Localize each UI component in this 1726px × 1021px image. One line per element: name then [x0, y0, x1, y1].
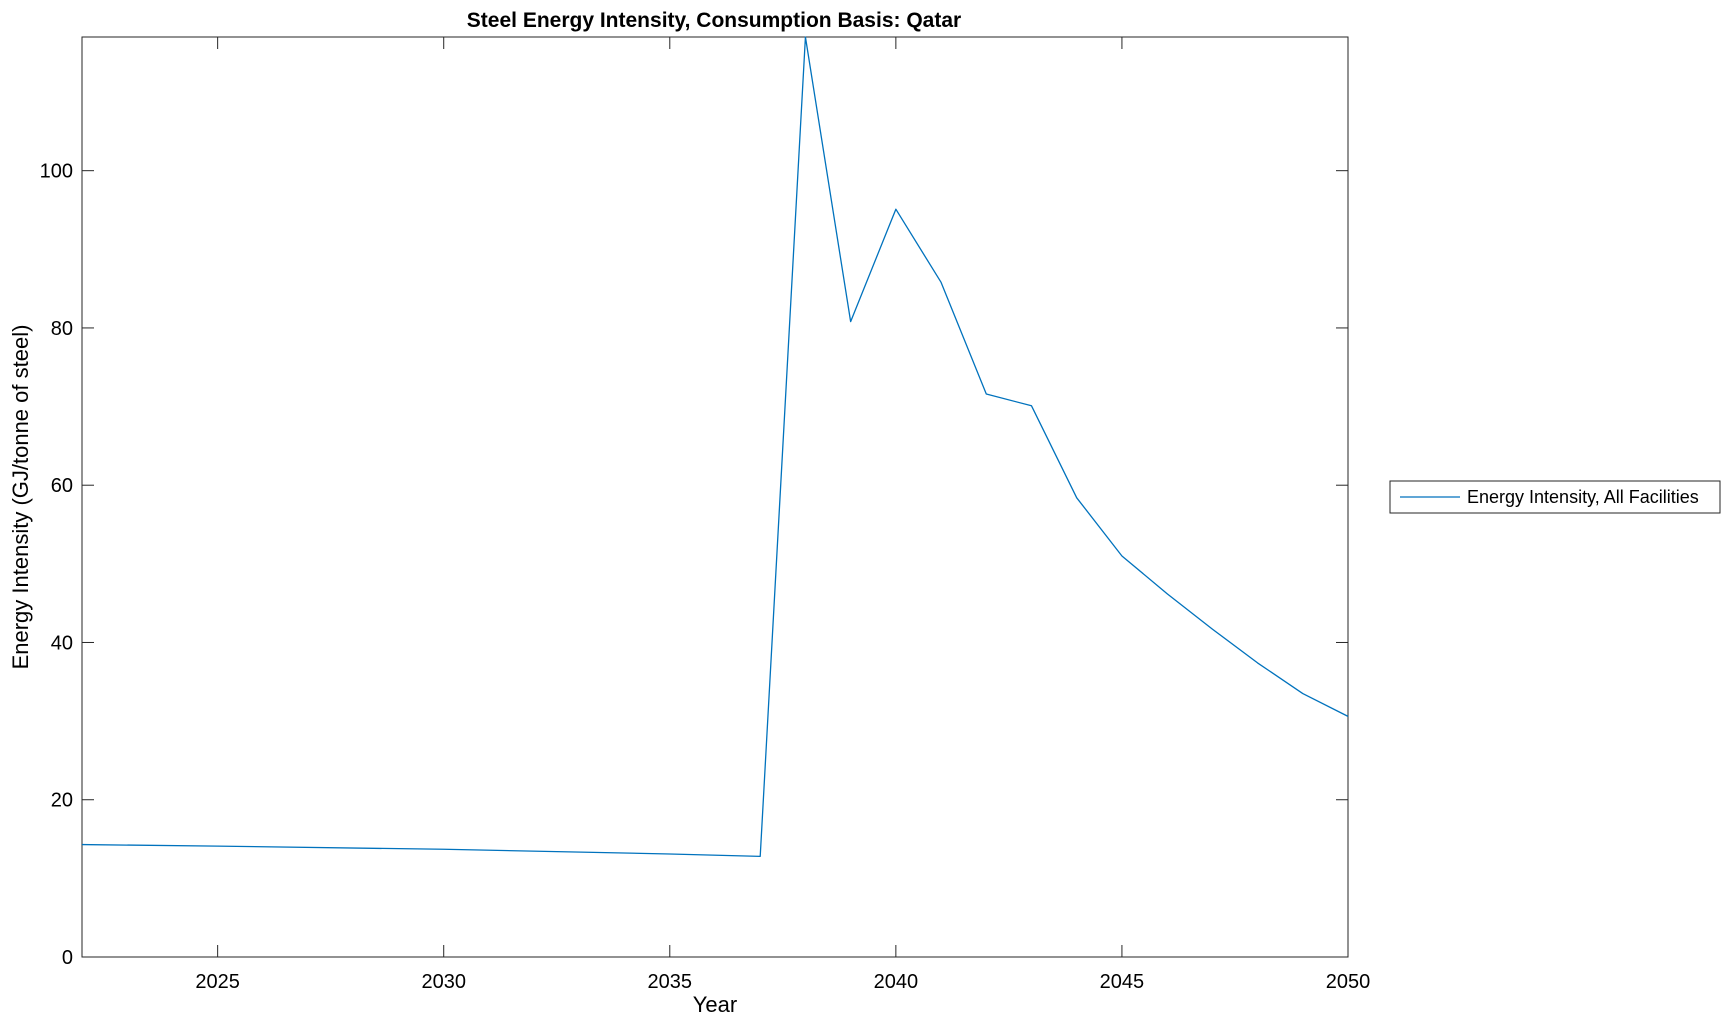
y-tick-label: 100: [40, 161, 73, 183]
series-layer: [81, 36, 1349, 857]
x-axis-label: Year: [693, 992, 737, 1017]
x-tick-label: 2030: [421, 971, 466, 993]
y-tick-label: 0: [62, 947, 73, 969]
x-tick-label: 2040: [874, 971, 919, 993]
y-tick-label: 80: [51, 318, 73, 340]
x-tick-label: 2035: [648, 971, 693, 993]
legend: Energy Intensity, All Facilities: [1389, 480, 1721, 514]
plot-frame: [81, 36, 1349, 958]
y-axis: 0 20 40 60 80 100: [40, 161, 1348, 969]
x-tick-label: 2050: [1326, 971, 1371, 993]
plot-area: [81, 36, 1349, 958]
x-axis: 2025 2030 2035 2040 2045 2050: [195, 37, 1370, 993]
y-tick-label: 40: [51, 632, 73, 654]
x-tick-label: 2045: [1100, 971, 1145, 993]
legend-box: [1389, 480, 1721, 514]
series-line: [81, 36, 1349, 857]
chart-title: Steel Energy Intensity, Consumption Basi…: [467, 9, 961, 32]
x-tick-label: 2025: [195, 971, 240, 993]
y-tick-label: 60: [51, 475, 73, 497]
y-tick-label: 20: [51, 790, 73, 812]
legend-entry: Energy Intensity, All Facilities: [1467, 487, 1699, 507]
y-axis-label: Energy Intensity (GJ/tonne of steel): [8, 325, 33, 670]
